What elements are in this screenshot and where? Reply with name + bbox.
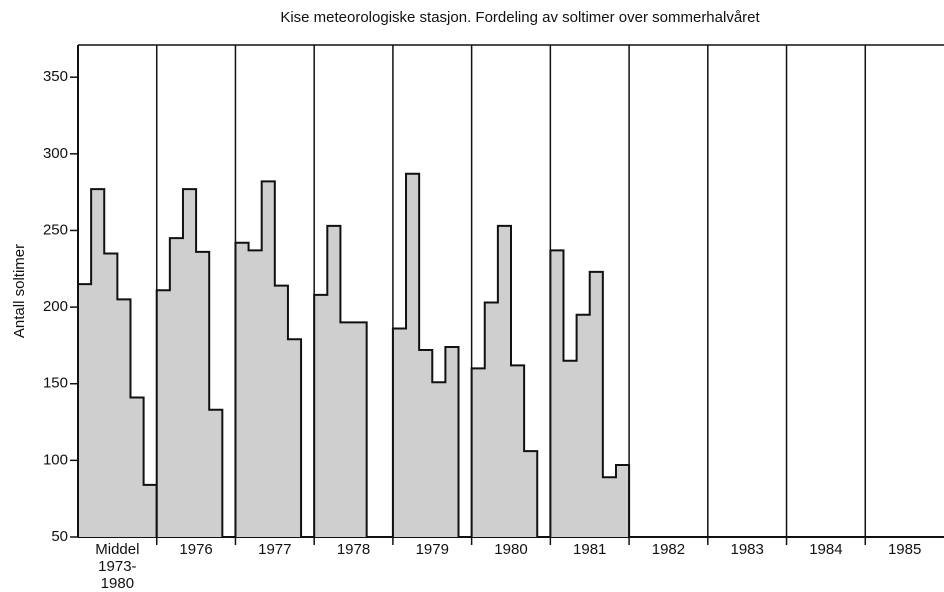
bar: [471, 368, 486, 537]
bar: [406, 173, 420, 537]
bar: [340, 322, 355, 537]
y-tick-label: 250: [43, 221, 68, 238]
bar: [432, 382, 446, 537]
bar: [91, 189, 105, 537]
bar: [130, 397, 145, 537]
x-tick-label: 1982: [651, 541, 686, 558]
bar: [274, 285, 289, 537]
x-tick-label: 1981: [573, 541, 607, 558]
bar: [117, 299, 131, 537]
bar: [182, 189, 197, 537]
bar: [287, 339, 302, 537]
bar: [524, 451, 538, 537]
step-outline: [234, 180, 303, 537]
bar: [314, 294, 328, 537]
bar: [589, 271, 604, 537]
x-tick-label: Middel 1973-1980: [95, 541, 140, 592]
bar: [327, 225, 341, 538]
y-tick-label: 350: [43, 68, 68, 85]
bar: [78, 284, 92, 537]
bar: [602, 477, 617, 537]
x-tick-label: 1985: [887, 541, 922, 558]
step-outline: [155, 188, 224, 537]
bar: [392, 328, 407, 537]
bar: [248, 250, 263, 537]
bar: [576, 314, 591, 537]
step-outline: [391, 172, 460, 537]
x-tick-label: 1976: [179, 541, 213, 558]
bar: [419, 350, 433, 537]
bar: [261, 181, 276, 538]
step-outline: [470, 224, 539, 537]
y-axis-label: Antall soltimer: [11, 244, 28, 338]
bar: [550, 250, 564, 537]
x-tick-label: 1977: [258, 541, 292, 558]
bar: [511, 365, 525, 537]
bar: [235, 242, 250, 538]
x-tick-label: 1979: [415, 541, 449, 558]
x-tick-label: 1978: [336, 541, 371, 558]
bar: [353, 322, 368, 537]
y-tick-label: 200: [43, 298, 68, 315]
bar: [196, 251, 210, 537]
step-outline: [313, 224, 368, 537]
bar: [156, 290, 171, 537]
y-tick-label: 150: [43, 375, 68, 392]
bar: [209, 409, 223, 537]
bar: [497, 225, 512, 538]
x-tick-label: 1983: [730, 541, 764, 558]
bar: [563, 360, 578, 537]
bar: [445, 346, 460, 537]
step-outline: [549, 249, 631, 537]
bar: [615, 464, 630, 537]
step-outline: [77, 188, 158, 537]
y-tick-label: 50: [51, 528, 68, 545]
bar: [169, 238, 184, 537]
bar: [484, 302, 499, 537]
x-tick-label: 1980: [494, 541, 528, 558]
bar: [143, 484, 158, 537]
chart-title: Kise meteorologiske stasjon. Fordeling a…: [280, 9, 760, 26]
x-tick-label: 1984: [809, 541, 843, 558]
y-tick-label: 100: [43, 451, 68, 468]
bar: [104, 253, 118, 537]
y-tick-label: 300: [43, 145, 68, 162]
